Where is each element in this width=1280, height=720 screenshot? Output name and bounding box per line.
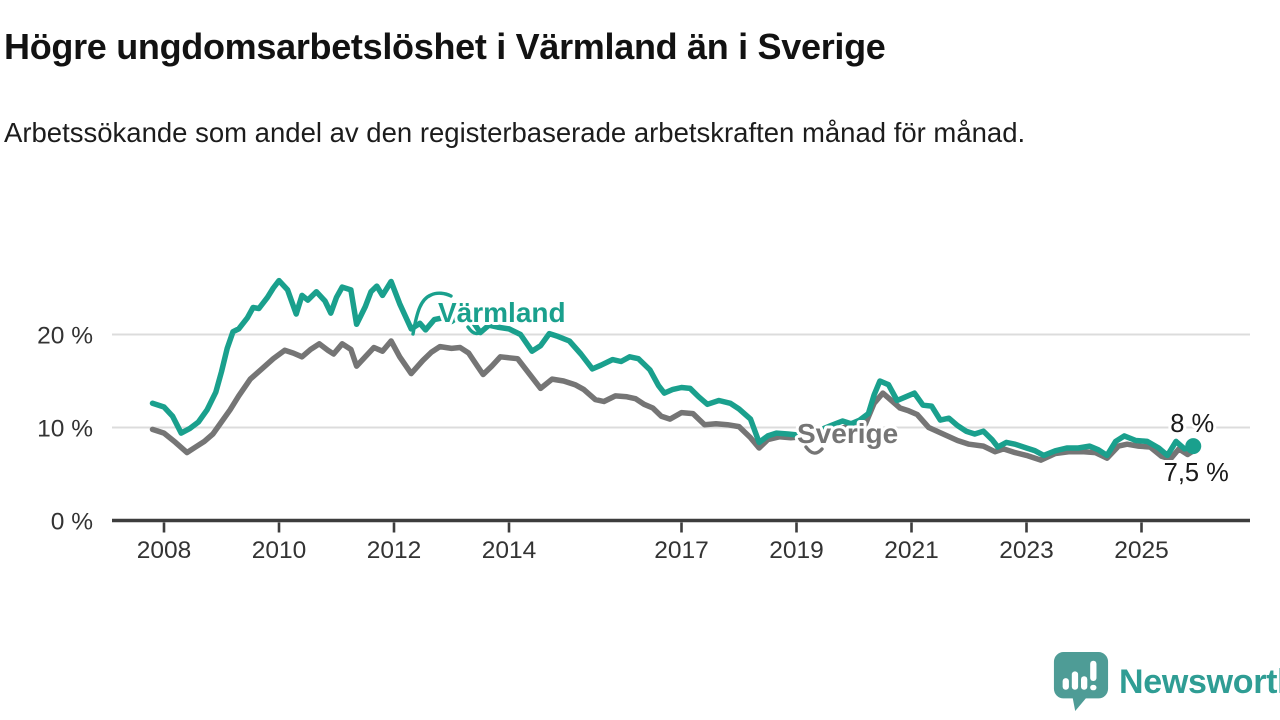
- chart-title: Högre ungdomsarbetslöshet i Värmland än …: [4, 26, 886, 67]
- x-axis-label-2021: 2021: [884, 537, 939, 564]
- x-axis-label-2012: 2012: [367, 537, 422, 564]
- x-axis-label-2025: 2025: [1114, 537, 1169, 564]
- x-axis-label-2023: 2023: [999, 537, 1054, 564]
- series-label-varmland: Värmland: [438, 297, 566, 328]
- varmland-label-leader: [411, 291, 453, 336]
- end-value-label-sverige: 7,5 %: [1164, 459, 1229, 487]
- sverige-label-pointer: [804, 445, 824, 455]
- logo-exclamation-bar: [1090, 660, 1097, 682]
- newsworthy-logo: Newsworthy: [1052, 650, 1280, 714]
- chart-subtitle: Arbetssökande som andel av den registerb…: [4, 117, 1026, 148]
- series-end-dot-varmland: [1185, 438, 1202, 455]
- series-line-sverige: [149, 338, 1197, 463]
- y-axis-label-20: 20 %: [37, 323, 93, 350]
- series-line-varmland: [149, 277, 1197, 459]
- varmland-label-pointer: [466, 325, 486, 336]
- logo-bar-1: [1062, 678, 1069, 690]
- logo-bar-3: [1081, 676, 1088, 690]
- x-axis-label-2010: 2010: [252, 537, 307, 564]
- y-axis-label-0: 0 %: [51, 509, 93, 536]
- y-axis-label-10: 10 %: [37, 416, 93, 443]
- x-axis-label-2017: 2017: [654, 537, 709, 564]
- x-axis-label-2014: 2014: [482, 537, 537, 564]
- end-value-label-varmland: 8 %: [1170, 410, 1214, 438]
- logo-exclamation-dot: [1090, 684, 1097, 691]
- speech-bubble-bar-chart-icon: [1053, 652, 1109, 711]
- x-axis-label-2019: 2019: [769, 537, 824, 564]
- x-axis-label-2008: 2008: [137, 537, 192, 564]
- newsworthy-wordmark: Newsworthy: [1119, 662, 1280, 701]
- logo-bar-2: [1071, 671, 1079, 690]
- series-label-sverige: Sverige: [797, 418, 898, 449]
